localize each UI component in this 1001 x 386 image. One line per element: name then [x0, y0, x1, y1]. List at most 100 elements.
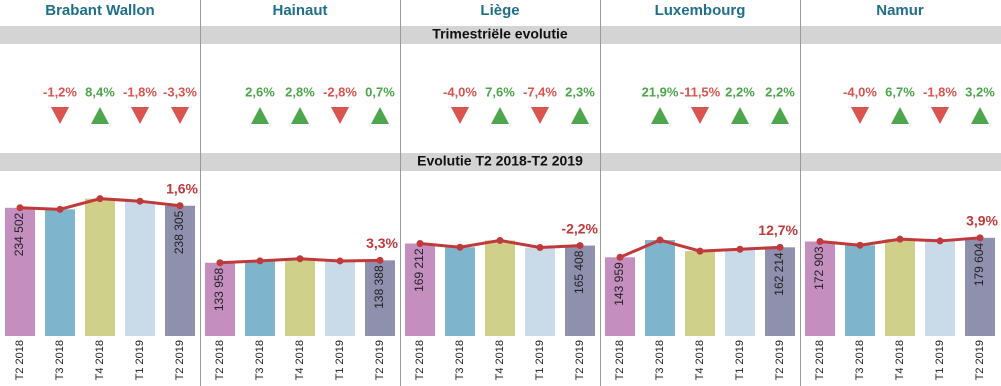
x-tick-label: T1 2019 — [934, 340, 946, 380]
value-label: 169 212 — [412, 248, 426, 292]
bar — [5, 207, 35, 336]
quarterly-change: 8,4% — [85, 84, 115, 99]
quarterly-change: 7,6% — [485, 84, 515, 99]
bar — [925, 240, 955, 336]
panel-title: Hainaut — [272, 2, 327, 19]
quarterly-change: -1,8% — [923, 84, 957, 99]
trend-point — [736, 245, 744, 253]
x-tick-label: T4 2018 — [294, 340, 306, 380]
bar — [85, 198, 115, 336]
x-tick-label: T3 2018 — [854, 340, 866, 380]
down-arrow — [931, 107, 949, 124]
x-tick-label: T1 2019 — [534, 340, 546, 380]
bar — [645, 240, 675, 336]
section-band — [0, 153, 1001, 171]
trend-point — [496, 236, 504, 244]
up-arrow — [771, 107, 789, 124]
trend-point — [376, 256, 384, 264]
down-arrow — [851, 107, 869, 124]
down-arrow — [691, 107, 709, 124]
bar — [405, 243, 435, 336]
trend-point — [96, 195, 104, 203]
bar — [245, 260, 275, 336]
up-arrow — [971, 107, 989, 124]
quarterly-change: 2,2% — [765, 84, 795, 99]
quarterly-change: 0,7% — [365, 84, 395, 99]
x-tick-label: T3 2018 — [654, 340, 666, 380]
quarterly-change: 2,3% — [565, 84, 595, 99]
quarterly-change: -1,8% — [123, 84, 157, 99]
down-arrow — [51, 107, 69, 124]
trend-point — [256, 257, 264, 265]
x-tick-label: T1 2019 — [134, 340, 146, 380]
panel-title: Luxembourg — [655, 2, 746, 19]
x-tick-label: T4 2018 — [94, 340, 106, 380]
x-tick-label: T4 2018 — [494, 340, 506, 380]
down-arrow — [531, 107, 549, 124]
x-tick-label: T2 2018 — [814, 340, 826, 380]
bar — [45, 209, 75, 336]
section-title: Trimestriële evolutie — [432, 26, 568, 42]
trend-point — [976, 234, 984, 242]
value-label: 138 388 — [372, 265, 386, 309]
value-label: 238 305 — [172, 210, 186, 254]
up-arrow — [651, 107, 669, 124]
trend-point — [136, 197, 144, 205]
quarterly-change: -3,3% — [163, 84, 197, 99]
bar — [445, 247, 475, 336]
value-label: 172 903 — [812, 246, 826, 290]
bar — [565, 245, 595, 336]
up-arrow — [891, 107, 909, 124]
value-label: 165 408 — [572, 250, 586, 294]
trend-point — [456, 243, 464, 251]
down-arrow — [171, 107, 189, 124]
trend-point — [16, 204, 24, 212]
bar — [845, 245, 875, 336]
panel-title: Namur — [876, 2, 924, 19]
quarterly-change: 21,9% — [642, 84, 679, 99]
bar — [205, 262, 235, 336]
up-arrow — [291, 107, 309, 124]
quarterly-change: 2,6% — [245, 84, 275, 99]
yearly-change: 3,9% — [966, 213, 998, 229]
up-arrow — [91, 107, 109, 124]
bar — [965, 237, 995, 336]
trend-point — [696, 247, 704, 255]
section-title: Evolutie T2 2018-T2 2019 — [417, 153, 583, 169]
quarterly-change: -2,8% — [323, 84, 357, 99]
x-tick-label: T4 2018 — [694, 340, 706, 380]
trend-point — [936, 237, 944, 245]
trend-point — [816, 237, 824, 245]
x-tick-label: T2 2019 — [774, 340, 786, 380]
yearly-change: -2,2% — [561, 220, 598, 236]
yearly-change: 3,3% — [366, 235, 398, 251]
value-label: 143 959 — [612, 262, 626, 306]
bar — [125, 201, 155, 336]
quarterly-change: 6,7% — [885, 84, 915, 99]
x-tick-label: T1 2019 — [334, 340, 346, 380]
x-tick-label: T3 2018 — [254, 340, 266, 380]
trend-point — [216, 259, 224, 267]
x-tick-label: T2 2018 — [214, 340, 226, 380]
trend-point — [176, 202, 184, 210]
x-tick-label: T2 2019 — [174, 340, 186, 380]
up-arrow — [251, 107, 269, 124]
trend-point — [536, 243, 544, 251]
trend-point — [896, 235, 904, 243]
bar — [885, 239, 915, 336]
down-arrow — [451, 107, 469, 124]
quarterly-change: -11,5% — [680, 84, 721, 99]
trend-point — [776, 243, 784, 251]
trend-point — [576, 242, 584, 250]
trend-point — [296, 255, 304, 263]
value-label: 162 214 — [772, 252, 786, 296]
section-band — [0, 26, 1001, 44]
trend-point — [656, 236, 664, 244]
x-tick-label: T2 2019 — [574, 340, 586, 380]
bar — [165, 205, 195, 336]
x-tick-label: T2 2019 — [374, 340, 386, 380]
quarterly-change: 3,2% — [965, 84, 995, 99]
trend-point — [336, 257, 344, 265]
value-label: 133 958 — [212, 267, 226, 311]
